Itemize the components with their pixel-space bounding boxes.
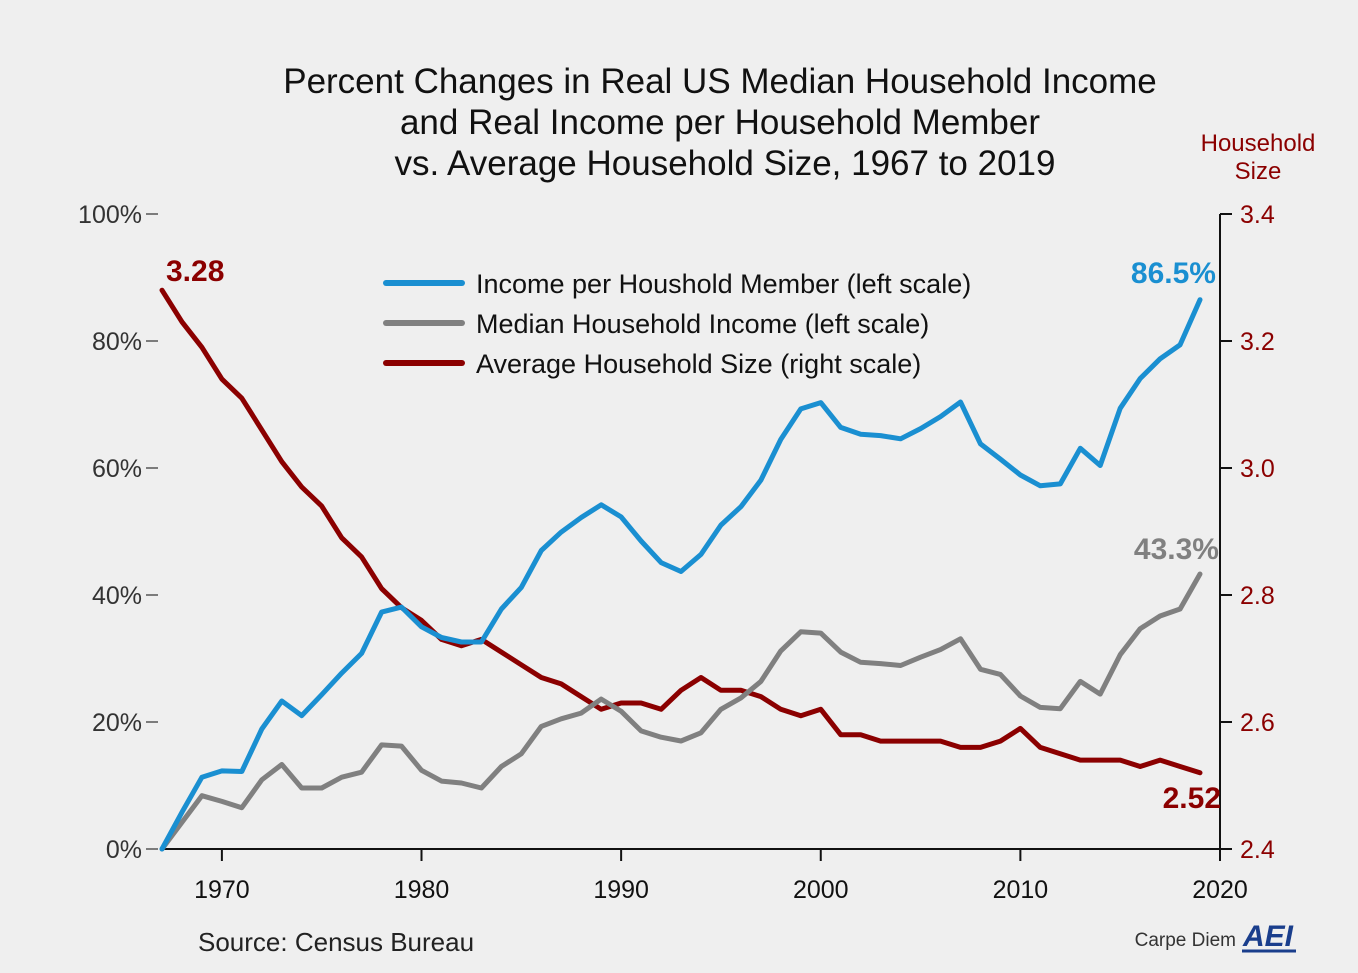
left-tick-label: 100% [78, 201, 142, 229]
chart-title-line-2: and Real Income per Household Member [400, 103, 1040, 142]
series-layer [159, 287, 1203, 852]
household-size-line [159, 287, 1203, 776]
median-income-end-label: 43.3% [1134, 533, 1219, 566]
legend: Income per Houshold Member (left scale) … [383, 269, 971, 379]
left-tick-label: 60% [92, 455, 142, 483]
axes [162, 214, 1230, 861]
income-per-member-line [159, 297, 1203, 852]
right-axis-ticks: 2.4 2.6 2.8 3.0 3.2 3.4 [1220, 201, 1275, 864]
right-tick-label: 3.2 [1240, 328, 1275, 356]
chart-title-line-1: Percent Changes in Real US Median Househ… [283, 62, 1157, 101]
median-income-line [159, 571, 1203, 852]
chart-title-line-3: vs. Average Household Size, 1967 to 2019 [395, 144, 1056, 183]
right-tick-label: 2.4 [1240, 836, 1275, 864]
right-tick-label: 2.6 [1240, 709, 1275, 737]
aei-logo: AEI [1242, 920, 1296, 953]
x-tick-label: 1990 [593, 876, 649, 904]
left-tick-label: 40% [92, 582, 142, 610]
x-tick-label: 2000 [793, 876, 849, 904]
right-tick-label: 3.0 [1240, 455, 1275, 483]
income-per-member-end-label: 86.5% [1131, 257, 1216, 290]
right-tick-label: 3.4 [1240, 201, 1275, 229]
legend-label-median-income: Median Household Income (left scale) [476, 309, 929, 339]
left-tick-label: 80% [92, 328, 142, 356]
legend-label-income-per-member: Income per Houshold Member (left scale) [476, 269, 971, 299]
household-size-start-label: 3.28 [166, 255, 224, 288]
x-tick-label: 1980 [394, 876, 450, 904]
legend-label-household-size: Average Household Size (right scale) [476, 349, 921, 379]
left-tick-label: 20% [92, 709, 142, 737]
x-tick-label: 1970 [194, 876, 250, 904]
household-size-end-label: 2.52 [1163, 782, 1221, 815]
credit-text: Carpe Diem [1135, 930, 1236, 951]
right-tick-label: 2.8 [1240, 582, 1275, 610]
right-axis-title-line-2: Size [1235, 158, 1282, 185]
source-note: Source: Census Bureau [198, 927, 474, 957]
left-tick-label: 0% [106, 836, 142, 864]
x-tick-label: 2010 [993, 876, 1049, 904]
left-axis-ticks: 0% 20% 40% 60% 80% 100% [78, 201, 158, 864]
aei-logo-text: AEI [1242, 920, 1294, 953]
x-axis-ticks: 1970 1980 1990 2000 2010 2020 [194, 849, 1248, 904]
x-tick-label: 2020 [1192, 876, 1248, 904]
right-axis-title-line-1: Household [1201, 130, 1316, 157]
